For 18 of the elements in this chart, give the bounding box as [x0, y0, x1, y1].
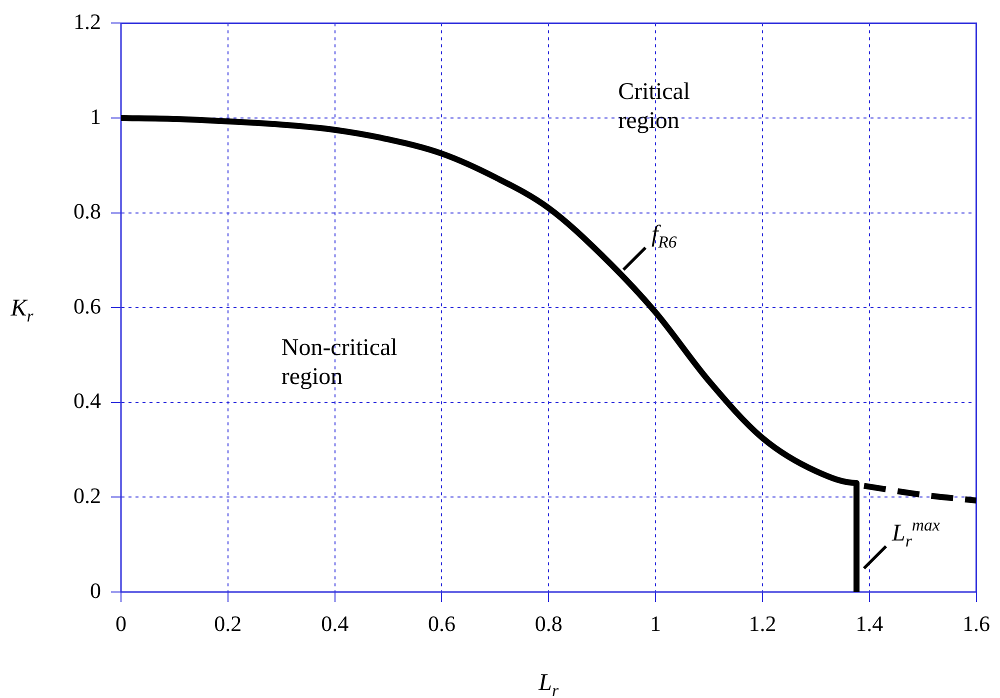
y-tick-label: 0	[90, 578, 101, 603]
x-tick-label: 0.6	[428, 610, 456, 636]
x-tick-label: 0.8	[534, 610, 562, 636]
y-tick-label: 0.6	[74, 293, 101, 318]
y-tick-label: 1.2	[74, 8, 101, 34]
x-tick-label: 1.2	[748, 610, 776, 636]
x-tick-label: 1	[650, 610, 662, 636]
y-tick-label: 0.8	[74, 198, 101, 224]
y-tick-label: 1	[90, 104, 101, 129]
x-tick-label: 1.4	[856, 610, 884, 636]
annotation: Non-critical region	[281, 335, 398, 390]
x-tick-label: 0.2	[214, 610, 242, 636]
x-tick-label: 0.4	[321, 610, 349, 636]
y-tick-label: 0.2	[74, 482, 101, 508]
x-tick-label: 1.6	[962, 610, 990, 636]
annotation: Critical region	[618, 79, 690, 134]
x-tick-label: 0	[116, 610, 126, 636]
y-tick-label: 0.4	[74, 388, 101, 414]
